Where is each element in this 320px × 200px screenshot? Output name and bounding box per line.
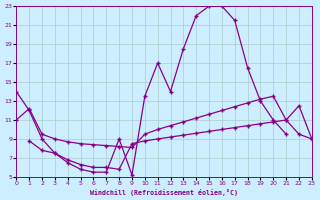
X-axis label: Windchill (Refroidissement éolien,°C): Windchill (Refroidissement éolien,°C) bbox=[90, 189, 238, 196]
